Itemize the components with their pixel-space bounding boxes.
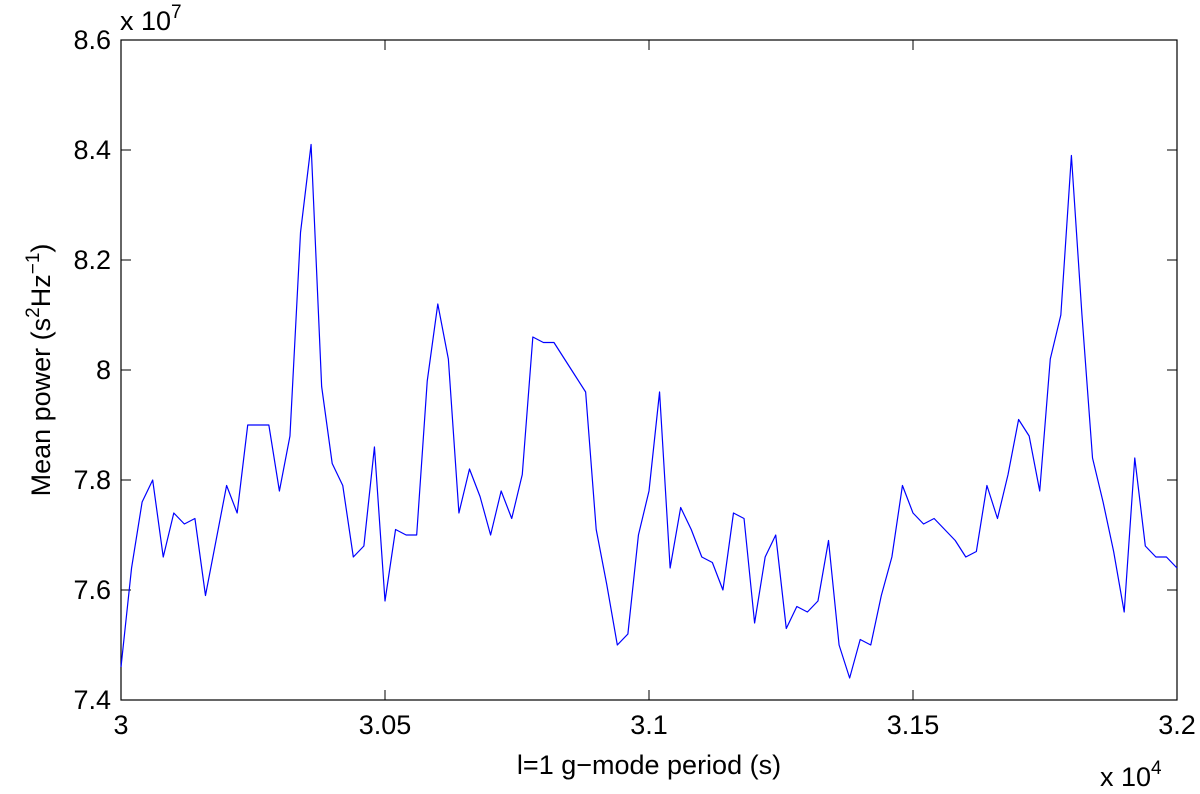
x-axis-label: l=1 g−mode period (s) bbox=[517, 750, 781, 780]
y-tick-label: 7.4 bbox=[73, 685, 111, 715]
y-tick-label: 8.6 bbox=[73, 25, 111, 55]
y-label-sup: 2 bbox=[23, 307, 44, 318]
x-tick-label: 3.2 bbox=[1158, 710, 1196, 740]
x-multiplier-base: x 10 bbox=[1100, 762, 1151, 792]
y-label-sup: −1 bbox=[23, 253, 44, 275]
x-tick-label: 3.15 bbox=[887, 710, 940, 740]
x-tick-label: 3.05 bbox=[359, 710, 412, 740]
data-line bbox=[120, 143, 1178, 679]
y-label-part: Mean power (s bbox=[26, 318, 56, 497]
y-tick-label: 8.2 bbox=[73, 245, 111, 275]
x-multiplier: x 104 bbox=[1100, 758, 1162, 792]
y-multiplier: x 107 bbox=[120, 2, 182, 36]
x-tick-label: 3 bbox=[113, 710, 128, 740]
y-multiplier-base: x 10 bbox=[120, 6, 171, 36]
x-multiplier-exponent: 4 bbox=[1151, 758, 1162, 779]
y-multiplier-exponent: 7 bbox=[171, 2, 182, 23]
y-label-part: ) bbox=[26, 244, 56, 253]
y-tick-label: 7.6 bbox=[73, 575, 111, 605]
y-label-part: Hz bbox=[26, 274, 56, 307]
y-tick-label: 8 bbox=[96, 355, 111, 385]
y-tick-label: 7.8 bbox=[73, 465, 111, 495]
x-tick-label: 3.1 bbox=[630, 710, 668, 740]
y-axis-label: Mean power (s2Hz−1) bbox=[23, 244, 56, 497]
y-tick-label: 8.4 bbox=[73, 135, 111, 165]
